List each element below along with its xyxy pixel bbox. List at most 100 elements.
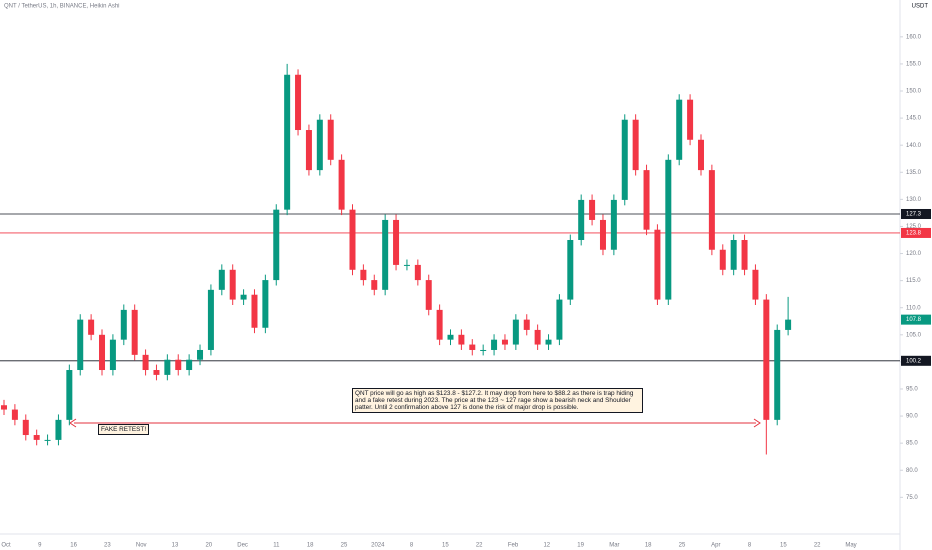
x-tick-label: 25	[679, 543, 686, 549]
candle-body	[251, 294, 258, 328]
candle-body	[425, 280, 432, 310]
y-tick-label: 80.0	[906, 468, 918, 474]
x-tick-label: 22	[476, 543, 483, 549]
y-tick-label: 130.0	[906, 197, 922, 203]
y-tick-label: 120.0	[906, 251, 922, 257]
candle-body	[741, 239, 748, 270]
x-tick-label: 22	[814, 543, 821, 549]
x-tick-label: 18	[645, 543, 652, 549]
candle-body	[578, 199, 585, 240]
y-tick-label: 150.0	[906, 89, 922, 95]
candle-body	[599, 219, 606, 250]
y-tick-label: 95.0	[906, 387, 918, 393]
x-tick-label: 8	[410, 543, 414, 549]
chart-title: QNT / TetherUS, 1h, BINANCE, Heikin Ashi	[4, 4, 120, 10]
y-tick-label: 155.0	[906, 62, 922, 68]
candle-body	[305, 130, 312, 171]
x-tick-label: 19	[577, 543, 584, 549]
x-tick-label: 11	[273, 543, 280, 549]
candle-body	[109, 339, 116, 371]
candle-body	[610, 199, 617, 250]
candle-body	[436, 309, 443, 340]
candle-body	[643, 170, 650, 230]
x-tick-label: 13	[172, 543, 179, 549]
last-price-tag	[901, 314, 931, 325]
candle-body	[697, 139, 704, 171]
candle-body	[676, 99, 683, 160]
candle-body	[632, 119, 639, 171]
annotation: FAKE RETEST!	[98, 424, 150, 435]
level-label: 123.8	[906, 231, 922, 237]
y-tick-label: 145.0	[906, 116, 922, 122]
candle-body	[229, 269, 236, 300]
candle-body	[33, 435, 40, 440]
candle-body	[273, 209, 280, 281]
candle-body	[523, 319, 530, 330]
candle-body	[218, 269, 225, 290]
candle-body	[730, 239, 737, 270]
candle-body	[785, 319, 792, 330]
x-tick-label: 25	[341, 543, 348, 549]
x-tick-label: 20	[205, 543, 212, 549]
candle-body	[393, 219, 400, 265]
candle-body	[240, 294, 247, 300]
y-tick-label: 105.0	[906, 332, 922, 338]
level-tag	[901, 355, 931, 366]
x-tick-label: 16	[70, 543, 77, 549]
candle-body	[491, 339, 498, 350]
x-tick-label: Mar	[609, 543, 619, 549]
candle-body	[403, 264, 410, 266]
candle-body	[11, 409, 18, 420]
candle-body	[338, 159, 345, 210]
candle-body	[88, 319, 95, 335]
candle-body	[719, 249, 726, 270]
candle-body	[589, 199, 596, 220]
candle-body	[1, 405, 7, 410]
candle-body	[501, 339, 508, 345]
candle-body	[316, 119, 323, 171]
candle-body	[654, 229, 661, 300]
candle-body	[567, 239, 574, 300]
candle-body	[175, 359, 182, 371]
candle-body	[77, 319, 84, 371]
x-tick-label: Feb	[508, 543, 519, 549]
candle-body	[142, 354, 149, 371]
candle-body	[186, 359, 193, 371]
candle-body	[22, 419, 29, 436]
x-tick-label: Apr	[711, 543, 720, 549]
candle-body	[774, 329, 781, 420]
candle-body	[687, 99, 694, 140]
candle-body	[284, 74, 291, 210]
y-tick-label: 85.0	[906, 441, 918, 447]
candle-body	[349, 209, 356, 270]
x-tick-label: Oct	[1, 543, 11, 549]
x-tick-label: 15	[780, 543, 787, 549]
x-tick-label: Nov	[136, 543, 147, 549]
candle-body	[99, 334, 106, 371]
level-label: 100.2	[906, 358, 922, 364]
candle-body	[360, 269, 367, 281]
candle-body	[414, 264, 421, 281]
candle-body	[512, 319, 519, 345]
candle-body	[197, 349, 204, 360]
candle-body	[480, 349, 487, 351]
y-tick-label: 160.0	[906, 34, 922, 40]
candle-body	[66, 370, 73, 420]
x-tick-label: May	[845, 543, 856, 549]
annotation: QNT price will go as high as $123.8 - $1…	[352, 388, 643, 413]
x-tick-label: 23	[104, 543, 111, 549]
candle-body	[752, 269, 759, 300]
candle-body	[44, 439, 51, 441]
y-tick-label: 140.0	[906, 143, 922, 149]
candle-body	[120, 309, 127, 340]
candle-body	[153, 370, 160, 375]
y-tick-label: 135.0	[906, 170, 922, 176]
arrow-head	[69, 418, 761, 428]
candle-body	[458, 334, 465, 345]
candle-body	[295, 74, 302, 131]
x-tick-label: 15	[442, 543, 449, 549]
y-tick-label: 115.0	[906, 278, 921, 284]
level-tag	[901, 227, 931, 238]
